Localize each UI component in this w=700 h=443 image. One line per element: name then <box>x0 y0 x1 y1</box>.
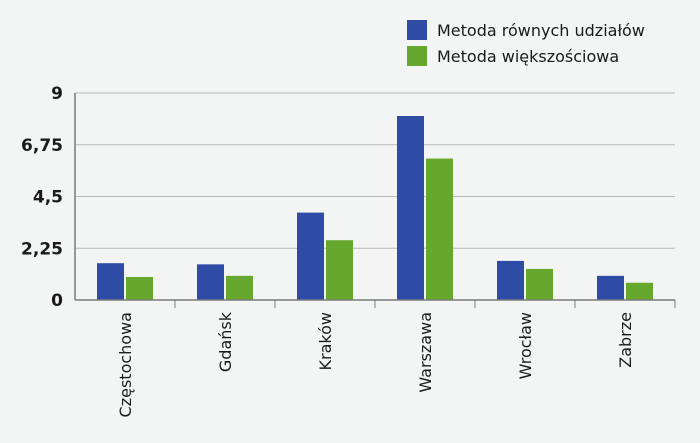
y-tick-labels: 0 2,25 4,5 6,75 9 <box>21 84 63 311</box>
x-category-label: Gdańsk <box>216 311 235 372</box>
x-category-labels: Częstochowa Gdańsk Kraków Warszawa Wrocław Za… <box>116 311 635 417</box>
legend-label: Metoda większościowa <box>437 47 619 66</box>
bar-wiekszosciowa <box>626 282 653 300</box>
axes <box>74 93 676 308</box>
legend-swatch <box>407 20 427 40</box>
bar-wiekszosciowa <box>426 158 453 300</box>
bars <box>97 116 653 300</box>
bar-wiekszosciowa <box>326 240 353 300</box>
x-category-label: Kraków <box>316 312 335 370</box>
legend-swatch <box>407 46 427 66</box>
x-category-label: Zabrze <box>616 312 635 368</box>
x-category-label: Wrocław <box>516 312 535 379</box>
gridlines <box>75 92 675 249</box>
y-tick-label: 9 <box>51 84 63 104</box>
bar-wiekszosciowa <box>126 277 153 300</box>
y-tick-label: 0 <box>51 291 63 311</box>
bar-wiekszosciowa <box>526 268 553 300</box>
bar-wiekszosciowa <box>226 275 253 300</box>
bar-rownych-udzialow <box>397 116 424 300</box>
legend-label: Metoda równych udziałów <box>437 21 645 40</box>
x-category-label: Częstochowa <box>116 312 135 417</box>
y-tick-label: 6,75 <box>21 136 63 156</box>
bar-rownych-udzialow <box>97 263 124 300</box>
bar-rownych-udzialow <box>497 260 524 300</box>
bar-rownych-udzialow <box>597 275 624 300</box>
bar-rownych-udzialow <box>197 264 224 300</box>
y-tick-label: 2,25 <box>21 239 63 259</box>
y-tick-label: 4,5 <box>33 188 63 208</box>
legend: Metoda równych udziałów Metoda większości… <box>407 20 645 66</box>
bar-rownych-udzialow <box>297 212 324 300</box>
x-category-label: Warszawa <box>416 312 435 393</box>
